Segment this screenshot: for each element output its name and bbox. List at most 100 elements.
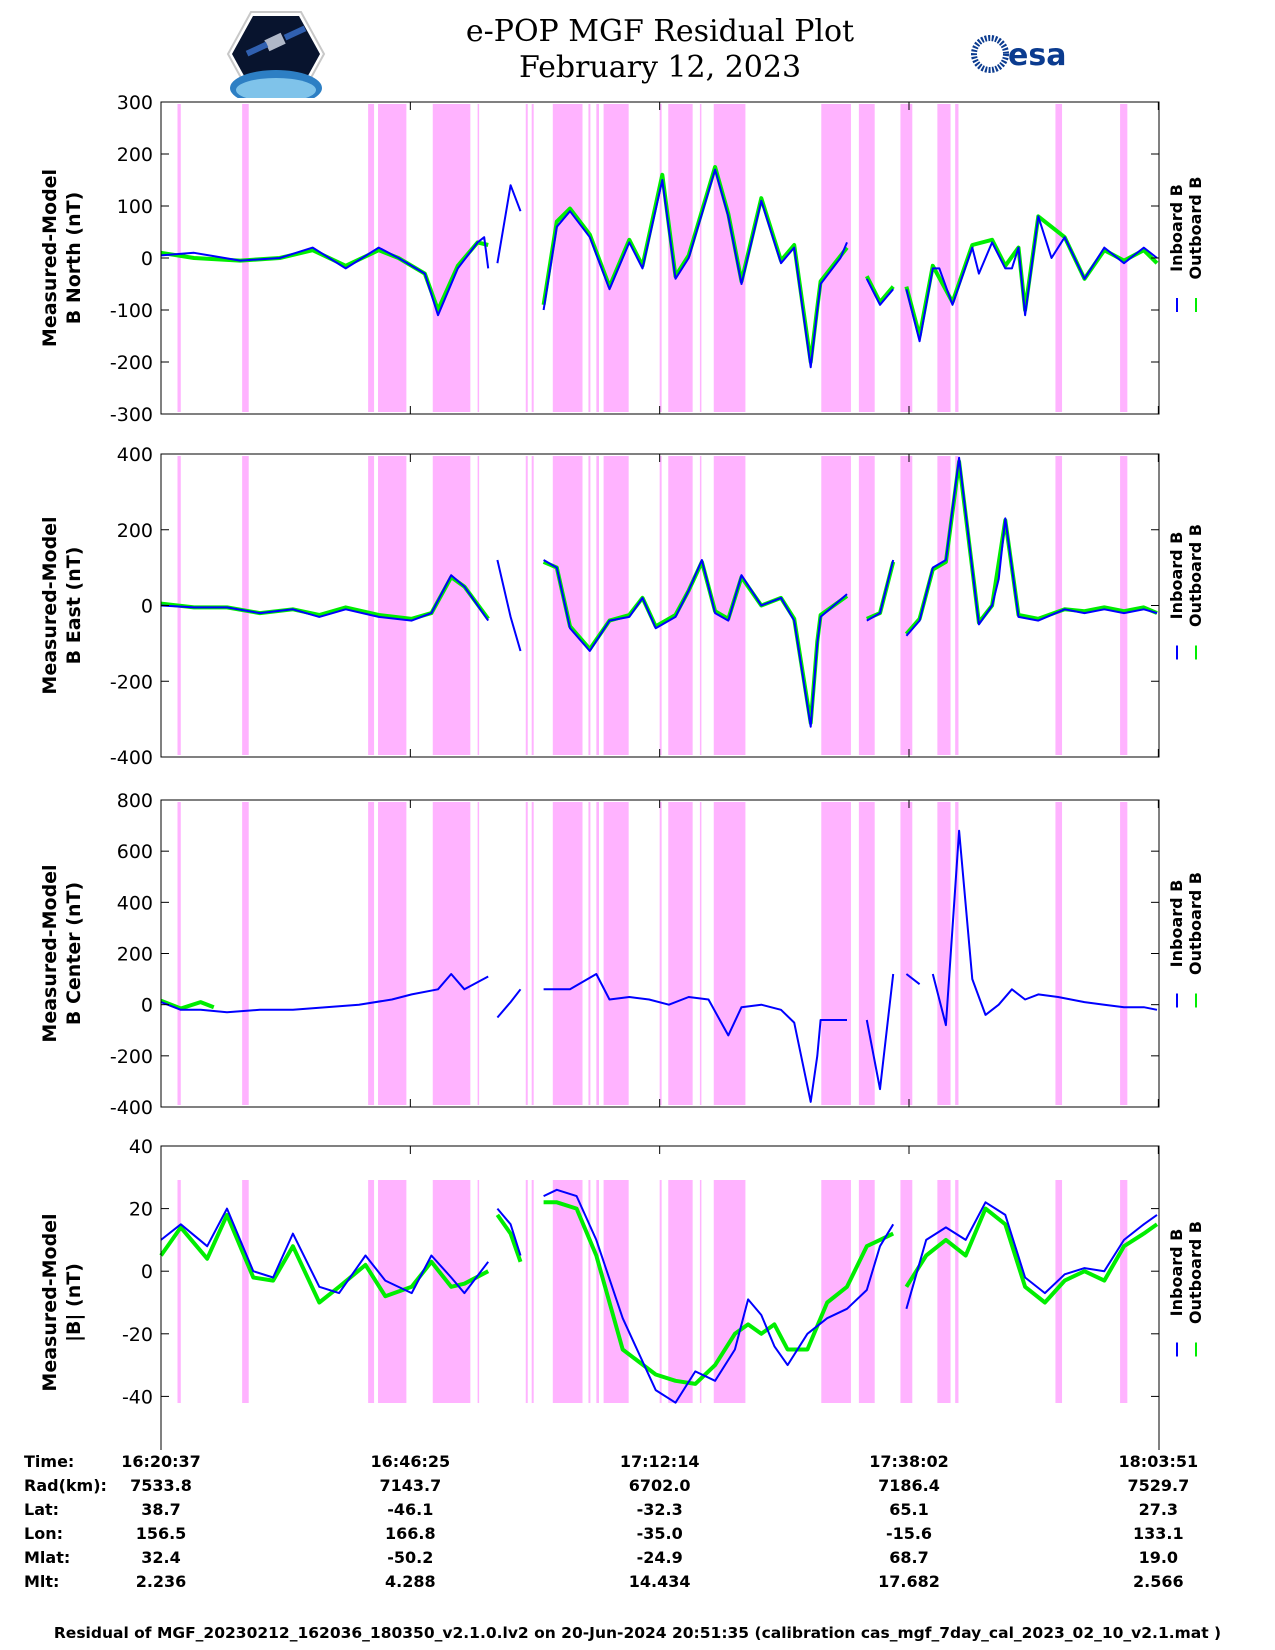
y-tick-label: -20 [122,1324,153,1346]
info-cell: 6702.0 [628,1476,691,1495]
shaded-interval [177,104,181,412]
shaded-interval [588,802,591,1105]
shaded-interval [858,104,875,412]
info-cell: 68.7 [889,1548,929,1567]
y-axis-label-line-1: Measured-Model [39,169,61,347]
y-tick-label: 600 [117,841,153,863]
shaded-interval [531,802,534,1105]
info-cell: -32.3 [636,1500,683,1519]
y-axis-label: Measured-Model B East (nT) [39,516,85,694]
y-tick-label: -400 [110,747,153,769]
shaded-interval [242,802,249,1105]
shaded-interval [955,104,959,412]
y-tick-label: -200 [110,671,153,693]
shaded-interval [596,802,599,1105]
shaded-interval [368,456,375,755]
y-tick-label: 0 [141,1261,153,1283]
info-cell: 14.434 [628,1572,691,1591]
y-tick-label: -100 [110,300,153,322]
shaded-interval [588,456,591,755]
info-cell: 65.1 [889,1500,929,1519]
shaded-interval [900,104,913,412]
legend-inboard-label: Inboard B [1167,1229,1186,1317]
shaded-interval [368,1180,375,1403]
shaded-interval [713,802,746,1105]
shaded-interval [668,1180,693,1403]
legend-inboard-label: Inboard B [1167,880,1186,968]
inboard-series-line [160,168,1158,369]
info-cell: 7186.4 [878,1476,940,1495]
info-cell: -15.6 [885,1524,933,1543]
shaded-interval [955,1180,959,1403]
legend-outboard-label: Outboard B [1186,177,1205,280]
legend: Inboard B Outboard B [1167,1221,1205,1357]
shaded-interval [1120,1180,1128,1403]
info-row-label: Lon: [24,1524,63,1543]
shaded-interval [1055,104,1063,412]
shaded-interval [552,456,583,755]
shaded-interval [821,802,851,1105]
esa-logo-text: esa [1008,38,1066,73]
shaded-interval [242,104,249,412]
y-tick-label: 0 [141,248,153,270]
shaded-interval [1055,802,1063,1105]
shaded-interval [668,802,693,1105]
shaded-interval [821,1180,851,1403]
panel-3: 800 600 400 200 0 -200 -400 Measured-Model B Cen… [39,790,1205,1119]
info-cell: 7529.7 [1127,1476,1190,1495]
footer-caption: Residual of MGF_20230212_162036_180350_v… [53,1624,1222,1642]
shaded-interval [525,104,528,412]
y-axis-label: Measured-Model B North (nT) [39,169,85,347]
shaded-interval [713,1180,746,1403]
legend-outboard-label: Outboard B [1186,1221,1205,1324]
shaded-interval [821,104,851,412]
shaded-interval [659,1180,662,1403]
y-tick-label: 300 [117,92,153,114]
shaded-interval [177,1180,181,1403]
y-tick-label: 400 [117,892,153,914]
y-tick-label: -60 [122,1449,153,1450]
shaded-interval [432,456,471,755]
y-axis-label-line-2: B East (nT) [63,547,85,665]
shaded-interval [699,1180,702,1403]
shaded-interval [432,802,471,1105]
y-axis-label-line-1: Measured-Model [39,1213,61,1391]
shaded-interval [1120,456,1128,755]
info-row-label: Mlt: [24,1572,60,1591]
panel-2: 400 200 0 -200 -400 Measured-Model B East (nT)… [39,444,1205,769]
y-tick-label: -400 [110,1097,153,1119]
info-cell: 7143.7 [379,1476,442,1495]
shaded-interval [477,1180,480,1403]
y-tick-label: -300 [110,404,153,426]
shaded-interval [596,456,599,755]
shaded-interval [900,456,913,755]
shaded-interval [858,456,875,755]
shaded-interval [177,802,181,1105]
legend-outboard-label: Outboard B [1186,524,1205,627]
info-cell: 16:20:37 [121,1452,201,1471]
outboard-series-line [160,459,1158,725]
y-tick-label: 200 [117,944,153,966]
info-cell: 16:46:25 [370,1452,451,1471]
y-axis-label: Measured-Model B Center (nT) [39,864,85,1042]
y-axis-label-line-2: B Center (nT) [63,882,85,1025]
y-tick-label: 800 [117,790,153,812]
info-cell: 2.566 [1133,1572,1184,1591]
outboard-series-line [160,998,215,1011]
shaded-interval [603,802,629,1105]
shaded-interval [858,1180,875,1403]
panel-4: 40 20 0 -20 -40 -60 Measured-Model|B| (nT) Inbo… [39,1136,1205,1450]
y-axis-label-line-2: B North (nT) [63,192,85,325]
y-tick-label: 20 [129,1199,153,1221]
y-tick-label: 100 [117,196,153,218]
shaded-interval [525,1180,528,1403]
shaded-interval [552,1180,583,1403]
y-tick-label: 40 [129,1136,153,1158]
title-line-1: e-POP MGF Residual Plot [465,14,855,49]
info-cell: -24.9 [636,1548,683,1567]
shaded-interval [477,104,480,412]
shaded-interval [713,456,746,755]
y-axis-label-line-1: Measured-Model [39,516,61,694]
shaded-interval [531,104,534,412]
legend-outboard-label: Outboard B [1186,872,1205,975]
